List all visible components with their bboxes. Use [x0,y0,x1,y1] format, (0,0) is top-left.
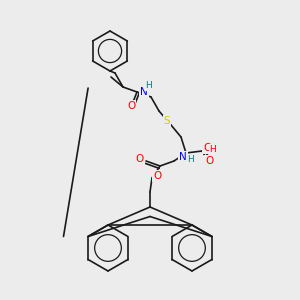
Text: H: H [146,82,152,91]
Text: H: H [210,145,216,154]
Text: S: S [164,116,170,126]
Text: O: O [136,154,144,164]
Text: O: O [127,101,135,111]
Text: N: N [140,87,148,97]
Text: O: O [153,171,161,181]
Text: O: O [205,156,213,166]
Text: H: H [187,154,194,164]
Text: O: O [203,143,211,153]
Text: N: N [179,152,187,162]
